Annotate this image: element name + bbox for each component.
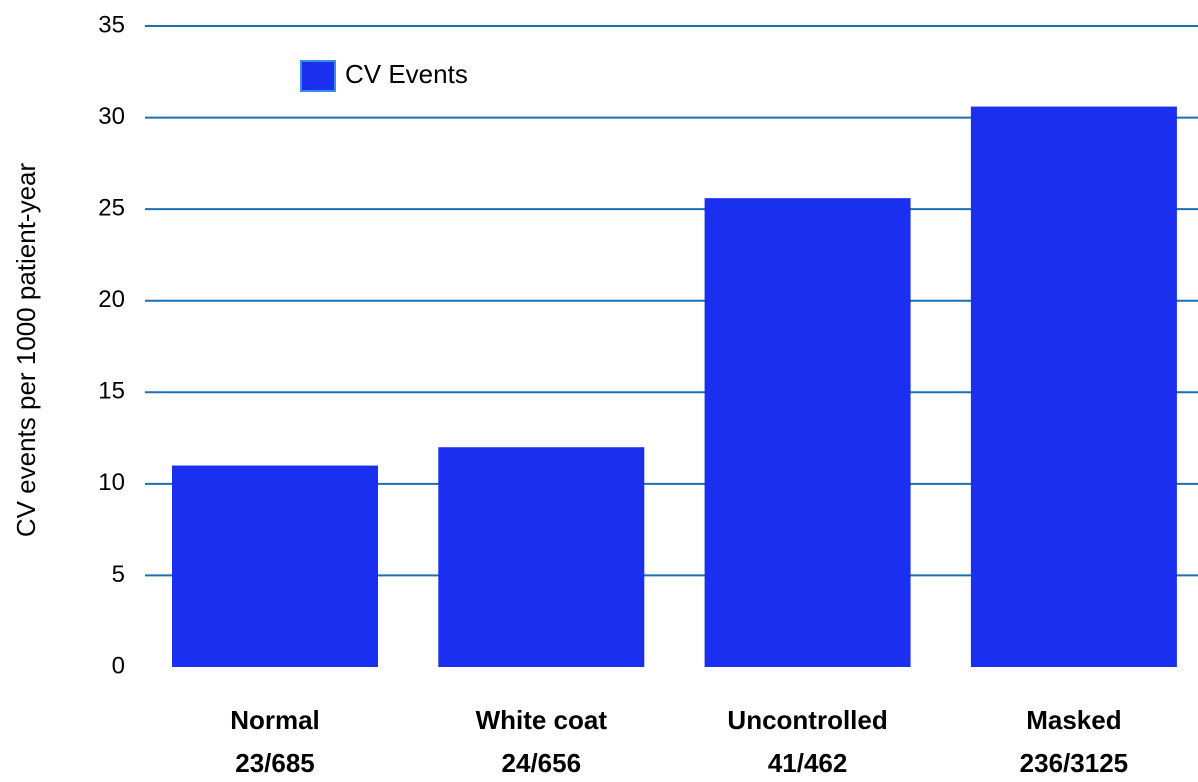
y-tick-label: 20 [98,286,125,313]
x-tick-label: 23/685 [235,748,315,778]
bar [172,465,378,667]
x-tick-label: Normal [230,705,320,735]
x-tick-label: Masked [1026,705,1121,735]
x-tick-label: 24/656 [502,748,582,778]
bar [438,447,645,667]
y-tick-label: 35 [98,11,125,38]
y-axis-label: CV events per 1000 patient-year [11,162,41,537]
y-tick-label: 30 [98,103,125,130]
y-tick-label: 5 [112,561,125,588]
x-tick-label: 236/3125 [1020,748,1128,778]
y-tick-label: 10 [98,469,125,496]
legend-swatch [300,60,336,92]
legend-label: CV Events [345,59,468,89]
y-tick-label: 0 [112,652,125,679]
x-tick-label: Uncontrolled [727,705,887,735]
x-tick-label: White coat [476,705,608,735]
x-tick-label: 41/462 [768,748,848,778]
bar [704,198,911,667]
y-tick-label: 15 [98,378,125,405]
bar [970,106,1177,667]
y-tick-label: 25 [98,194,125,221]
